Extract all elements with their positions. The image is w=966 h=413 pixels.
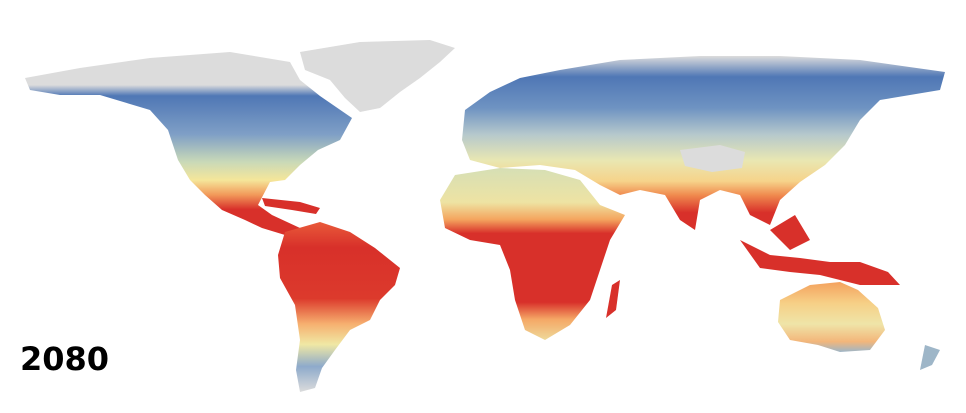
africa <box>440 168 625 340</box>
madagascar <box>606 280 620 318</box>
greenland <box>300 40 455 112</box>
australia <box>778 282 885 352</box>
tibet <box>680 145 745 172</box>
new-zealand <box>920 345 940 370</box>
eurasia <box>462 56 945 230</box>
north-america <box>25 52 352 235</box>
southeast-asia <box>740 215 900 285</box>
caribbean <box>262 198 320 214</box>
south-america <box>278 222 400 392</box>
year-label: 2080 <box>20 340 109 378</box>
